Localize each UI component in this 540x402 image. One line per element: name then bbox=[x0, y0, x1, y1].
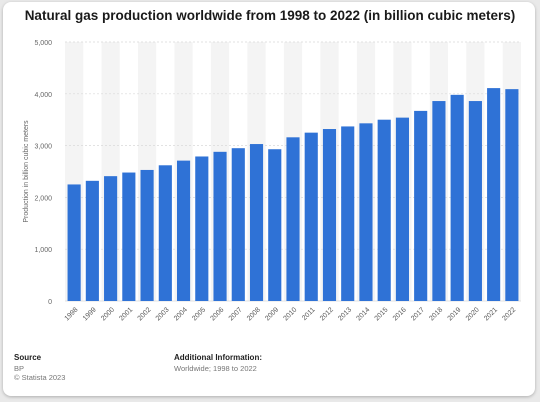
additional-info-text: Worldwide; 1998 to 2022 bbox=[174, 364, 257, 373]
x-tick-label: 2010 bbox=[282, 306, 298, 322]
bar bbox=[268, 149, 282, 301]
x-tick-label: 2009 bbox=[264, 306, 280, 322]
bar bbox=[505, 89, 519, 301]
y-axis-label: Production in billion cubic meters bbox=[23, 120, 30, 223]
x-tick-label: 2017 bbox=[410, 306, 426, 322]
bar bbox=[286, 137, 300, 301]
x-tick-label: 2022 bbox=[501, 306, 517, 322]
x-tick-label: 2016 bbox=[392, 306, 408, 322]
x-tick-label: 2002 bbox=[137, 306, 153, 322]
bar bbox=[176, 160, 191, 301]
bar bbox=[140, 169, 154, 301]
y-tick-label: 1,000 bbox=[34, 247, 52, 254]
y-tick-label: 0 bbox=[48, 299, 52, 306]
y-tick-label: 5,000 bbox=[34, 40, 52, 47]
bar bbox=[231, 148, 245, 301]
x-tick-label: 2018 bbox=[428, 306, 444, 322]
bar bbox=[487, 88, 501, 302]
x-tick-label: 2005 bbox=[191, 306, 207, 322]
additional-info-label: Additional Information: bbox=[174, 353, 262, 362]
bar bbox=[359, 123, 373, 302]
bar bbox=[468, 101, 482, 301]
y-tick-label: 4,000 bbox=[34, 92, 52, 99]
bar bbox=[249, 144, 264, 301]
x-tick-label: 2013 bbox=[337, 306, 353, 322]
bar bbox=[122, 172, 136, 301]
bar bbox=[158, 165, 172, 301]
x-tick-label: 2001 bbox=[118, 306, 134, 322]
x-tick-label: 2020 bbox=[465, 306, 481, 322]
bar bbox=[395, 117, 410, 302]
bar bbox=[104, 176, 118, 301]
x-tick-label: 2019 bbox=[447, 306, 463, 322]
bar bbox=[450, 94, 464, 301]
x-tick-label: 2014 bbox=[355, 306, 371, 322]
x-tick-label: 2007 bbox=[228, 306, 244, 322]
x-tick-label: 2000 bbox=[100, 306, 116, 322]
bar bbox=[322, 129, 337, 301]
x-tick-label: 1999 bbox=[82, 306, 98, 322]
x-tick-label: 2015 bbox=[374, 306, 390, 322]
y-tick-label: 3,000 bbox=[34, 144, 52, 151]
x-tick-label: 2012 bbox=[319, 306, 335, 322]
y-tick-label: 2,000 bbox=[34, 195, 52, 202]
x-tick-label: 2006 bbox=[209, 306, 225, 322]
bar bbox=[414, 110, 428, 301]
bar bbox=[432, 101, 446, 301]
source-line-2[interactable]: © Statista 2023 bbox=[14, 373, 66, 382]
x-tick-label: 2003 bbox=[155, 306, 171, 322]
x-tick-label: 2008 bbox=[246, 306, 262, 322]
x-tick-label: 2021 bbox=[483, 306, 499, 322]
x-tick-label: 2004 bbox=[173, 306, 189, 322]
bar bbox=[377, 119, 391, 301]
source-line-1: BP bbox=[14, 364, 25, 373]
bar bbox=[213, 151, 227, 301]
source-label: Source bbox=[14, 353, 42, 362]
bar bbox=[85, 180, 99, 301]
bar bbox=[195, 156, 209, 301]
x-tick-label: 1998 bbox=[64, 306, 80, 322]
bar bbox=[67, 184, 81, 301]
chart-title: Natural gas production worldwide from 19… bbox=[24, 8, 516, 23]
x-tick-label: 2011 bbox=[301, 306, 317, 322]
bar bbox=[304, 132, 318, 301]
bar bbox=[341, 126, 355, 302]
